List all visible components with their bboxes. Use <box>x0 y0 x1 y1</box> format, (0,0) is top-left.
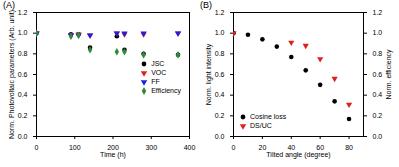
svg-text:0.8: 0.8 <box>373 50 383 57</box>
svg-text:0.4: 0.4 <box>215 91 225 98</box>
svg-text:1.2: 1.2 <box>215 9 225 16</box>
svg-text:0.8: 0.8 <box>215 50 225 57</box>
svg-text:300: 300 <box>145 144 157 151</box>
svg-text:80: 80 <box>345 144 353 151</box>
svg-text:200: 200 <box>107 144 119 152</box>
svg-text:1.2: 1.2 <box>18 9 28 16</box>
svg-text:100: 100 <box>69 144 81 151</box>
svg-text:0.0: 0.0 <box>18 133 28 140</box>
svg-text:Norm. efficiency: Norm. efficiency <box>385 49 393 100</box>
svg-text:60: 60 <box>316 144 325 152</box>
svg-text:0: 0 <box>232 144 236 151</box>
svg-text:0.2: 0.2 <box>18 112 28 119</box>
html-text:VOC: VOC <box>151 69 167 76</box>
html-text:Cosine loss: Cosine loss <box>250 113 287 120</box>
svg-text:0.2: 0.2 <box>373 112 383 119</box>
svg-text:Tilted angle (degree): Tilted angle (degree) <box>266 151 330 159</box>
svg-text:1.2: 1.2 <box>373 9 383 16</box>
svg-text:1.0: 1.0 <box>215 29 225 36</box>
svg-text:0.6: 0.6 <box>215 71 225 78</box>
svg-text:0.6: 0.6 <box>18 71 28 78</box>
svg-text:0.0: 0.0 <box>215 133 225 140</box>
svg-text:Norm. Photovoltaic parameters: Norm. Photovoltaic parameters (Arb. unit… <box>8 10 16 139</box>
svg-text:0.6: 0.6 <box>373 71 383 78</box>
html-text:JSC: JSC <box>151 60 165 67</box>
svg-text:0: 0 <box>35 144 39 151</box>
html-text:FF: FF <box>151 78 160 85</box>
html-text:(B): (B) <box>200 0 212 10</box>
svg-text:0.8: 0.8 <box>18 50 28 57</box>
svg-text:Norm. light intensity: Norm. light intensity <box>205 43 213 105</box>
html-text:Efficiency: Efficiency <box>151 87 181 94</box>
html-text:DS/UC: DS/UC <box>250 122 272 129</box>
svg-text:400: 400 <box>184 144 196 151</box>
svg-text:1.0: 1.0 <box>18 29 28 36</box>
svg-text:0.2: 0.2 <box>215 112 225 119</box>
svg-text:Time (h): Time (h) <box>100 151 126 159</box>
svg-text:0.0: 0.0 <box>373 133 383 140</box>
svg-text:0.4: 0.4 <box>373 91 383 98</box>
svg-text:1.0: 1.0 <box>373 29 383 36</box>
html-text:(A): (A) <box>3 0 15 10</box>
svg-text:40: 40 <box>287 144 296 152</box>
svg-text:20: 20 <box>258 144 266 151</box>
svg-text:0.4: 0.4 <box>18 91 28 98</box>
